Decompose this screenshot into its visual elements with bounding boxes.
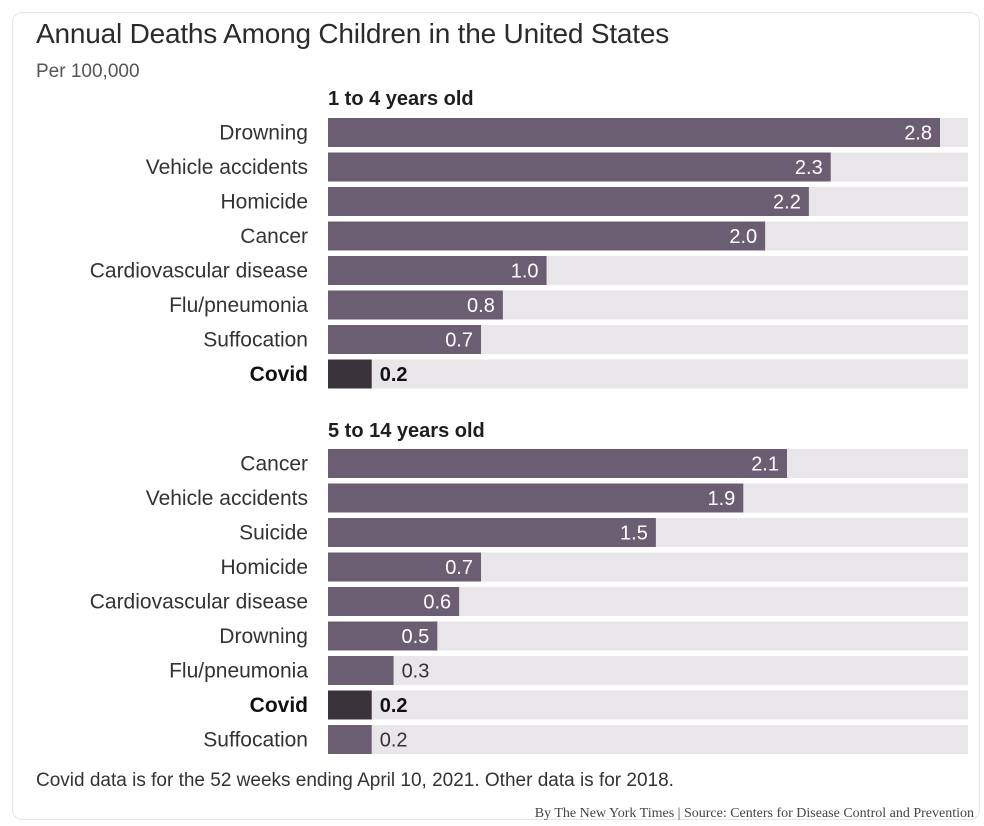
value-label-cancer: 2.1: [751, 454, 779, 476]
bar-track-covid: [328, 359, 968, 389]
bar-flu-pneumonia: [328, 656, 394, 685]
bar-cardiovascular-disease: [328, 256, 547, 285]
bar-track-flu-pneumonia: [328, 656, 968, 685]
category-label-suicide: Suicide: [239, 522, 308, 545]
bar-homicide: [328, 552, 481, 582]
category-label-homicide: Homicide: [220, 191, 308, 214]
value-label-flu-pneumonia: 0.8: [467, 295, 495, 317]
bar-flu-pneumonia: [328, 290, 503, 320]
category-label-cancer: Cancer: [240, 453, 308, 476]
chart-title: Annual Deaths Among Children in the Unit…: [36, 18, 670, 49]
bar-cancer: [328, 449, 787, 478]
category-label-vehicle-accidents: Vehicle accidents: [146, 156, 308, 179]
bar-covid: [328, 690, 372, 720]
category-label-vehicle-accidents: Vehicle accidents: [146, 487, 308, 510]
bar-track-covid: [328, 690, 968, 720]
value-label-cardiovascular-disease: 0.6: [423, 592, 451, 614]
bar-cardiovascular-disease: [328, 587, 460, 616]
category-label-suffocation: Suffocation: [203, 329, 308, 352]
bar-homicide: [328, 187, 809, 216]
value-label-cardiovascular-disease: 1.0: [511, 261, 539, 283]
value-label-drowning: 2.8: [904, 123, 932, 145]
value-label-covid: 0.2: [380, 364, 408, 386]
value-label-vehicle-accidents: 2.3: [795, 157, 823, 179]
category-label-covid: Covid: [250, 694, 308, 717]
value-label-covid: 0.2: [380, 695, 408, 717]
value-label-suffocation: 0.2: [380, 730, 408, 752]
panel-title-5-to-14: 5 to 14 years old: [328, 420, 485, 442]
value-label-homicide: 2.2: [773, 192, 801, 214]
source-credit: By The New York Times | Source: Centers …: [534, 806, 974, 821]
value-label-drowning: 0.5: [401, 626, 429, 648]
panel-title-1-to-4: 1 to 4 years old: [328, 88, 474, 110]
footnote: Covid data is for the 52 weeks ending Ap…: [36, 770, 674, 791]
category-label-drowning: Drowning: [219, 122, 308, 145]
value-label-suicide: 1.5: [620, 523, 648, 545]
bar-vehicle-accidents: [328, 483, 744, 513]
chart-subtitle: Per 100,000: [36, 61, 140, 82]
bar-vehicle-accidents: [328, 152, 831, 182]
value-label-cancer: 2.0: [729, 226, 757, 248]
category-label-cardiovascular-disease: Cardiovascular disease: [90, 260, 308, 283]
bar-drowning: [328, 118, 940, 147]
bar-cancer: [328, 221, 766, 251]
value-label-homicide: 0.7: [445, 557, 473, 579]
bar-track-suffocation: [328, 725, 968, 754]
bar-covid: [328, 359, 372, 389]
value-label-vehicle-accidents: 1.9: [707, 488, 735, 510]
category-label-covid: Covid: [250, 363, 308, 386]
bar-suffocation: [328, 725, 372, 754]
bar-suicide: [328, 518, 656, 547]
category-label-suffocation: Suffocation: [203, 729, 308, 752]
category-label-flu-pneumonia: Flu/pneumonia: [169, 660, 308, 683]
category-label-cancer: Cancer: [240, 225, 308, 248]
category-label-flu-pneumonia: Flu/pneumonia: [169, 294, 308, 317]
value-label-suffocation: 0.7: [445, 330, 473, 352]
category-label-cardiovascular-disease: Cardiovascular disease: [90, 591, 308, 614]
category-label-drowning: Drowning: [219, 625, 308, 648]
bar-suffocation: [328, 325, 481, 354]
category-label-homicide: Homicide: [220, 556, 308, 579]
chart-frame: [12, 12, 980, 820]
value-label-flu-pneumonia: 0.3: [402, 661, 430, 683]
bar-drowning: [328, 621, 438, 651]
